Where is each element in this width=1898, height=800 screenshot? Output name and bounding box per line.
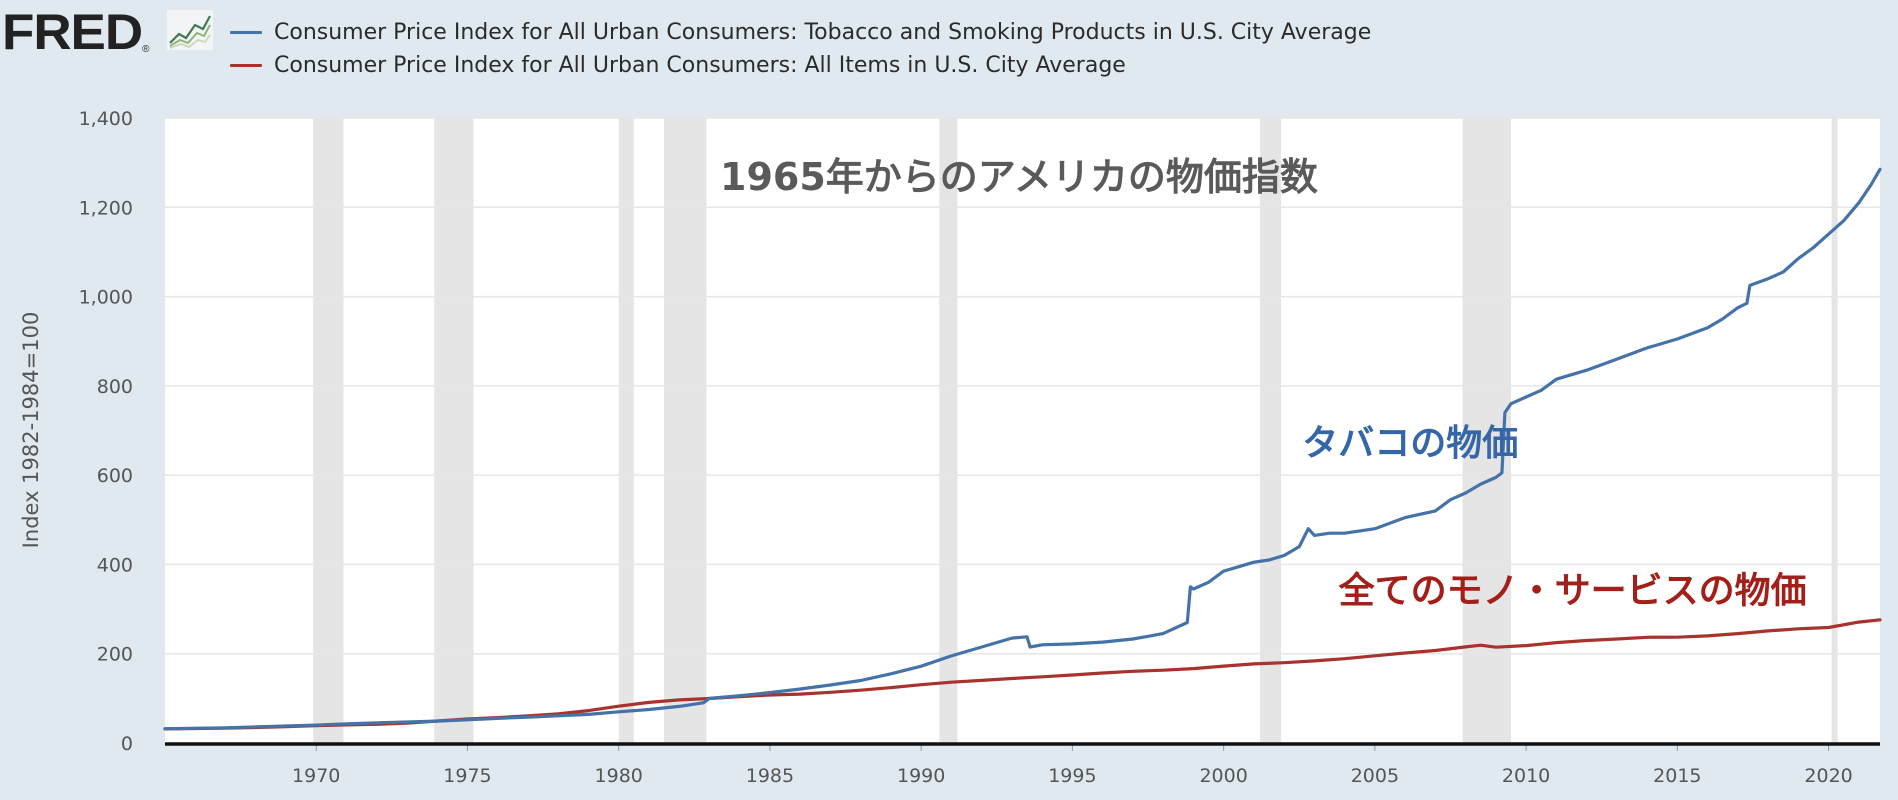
y-tick-label: 400 — [97, 554, 133, 576]
x-tick-label: 1975 — [443, 765, 491, 787]
y-axis-label: Index 1982-1984=100 — [19, 312, 43, 549]
y-axis-ticks: 0 200 400 600 800 1,000 1,200 1,400 — [79, 108, 133, 755]
recession-band-7 — [1831, 118, 1838, 743]
x-tick-label: 1990 — [897, 765, 945, 787]
legend-label-all-items: Consumer Price Index for All Urban Consu… — [274, 53, 1126, 78]
series-lines — [163, 167, 1882, 731]
legend-label-tobacco: Consumer Price Index for All Urban Consu… — [274, 20, 1372, 45]
gridlines — [165, 117, 1880, 655]
legend-item-all-items[interactable]: Consumer Price Index for All Urban Consu… — [230, 49, 1371, 82]
x-tick-label: 2020 — [1804, 765, 1852, 787]
y-tick-label: 800 — [97, 376, 133, 398]
x-tick-label: 2005 — [1351, 765, 1399, 787]
y-tick-label: 1,200 — [79, 197, 133, 219]
recession-band-2 — [618, 118, 634, 743]
x-tick-label: 1970 — [292, 765, 340, 787]
x-tick-label: 2000 — [1199, 765, 1247, 787]
x-tick-label: 1995 — [1048, 765, 1096, 787]
plot-area — [165, 118, 1880, 743]
annotation-tobacco: タバコの物価 — [1302, 423, 1518, 464]
y-tick-label: 0 — [121, 733, 133, 755]
x-tick-label: 1980 — [595, 765, 643, 787]
y-tick-label: 600 — [97, 465, 133, 487]
legend-item-tobacco[interactable]: Consumer Price Index for All Urban Consu… — [230, 16, 1371, 49]
y-tick-label: 200 — [97, 644, 133, 666]
y-tick-label: 1,400 — [79, 108, 133, 130]
legend-swatch-all-items — [230, 64, 262, 67]
recession-band-1 — [434, 118, 474, 743]
annotation-all-items: 全てのモノ・サービスの物価 — [1338, 569, 1807, 611]
series-line-tobacco[interactable] — [163, 167, 1882, 731]
recession-band-4 — [939, 118, 958, 743]
chart-title: 1965年からのアメリカの物価指数 — [720, 155, 1318, 199]
line-graph-icon — [167, 10, 213, 50]
x-tick-label: 1985 — [746, 765, 794, 787]
registered-mark: ® — [142, 44, 150, 55]
x-axis-ticks: 1970 1975 1980 1985 1990 1995 2000 2005 2010 2015… — [292, 743, 1853, 787]
recession-band-5 — [1259, 118, 1282, 743]
recession-band-3 — [664, 118, 707, 743]
x-tick-label: 2015 — [1653, 765, 1701, 787]
x-tick-label: 2010 — [1502, 765, 1550, 787]
recession-bands — [313, 118, 1838, 743]
legend-swatch-tobacco — [230, 31, 262, 34]
logo-wordmark: FRED — [2, 4, 143, 60]
recession-band-0 — [313, 118, 344, 743]
y-tick-label: 1,000 — [79, 287, 133, 309]
fred-logo[interactable]: FRED ® — [2, 6, 149, 58]
chart-legend: Consumer Price Index for All Urban Consu… — [230, 16, 1371, 82]
